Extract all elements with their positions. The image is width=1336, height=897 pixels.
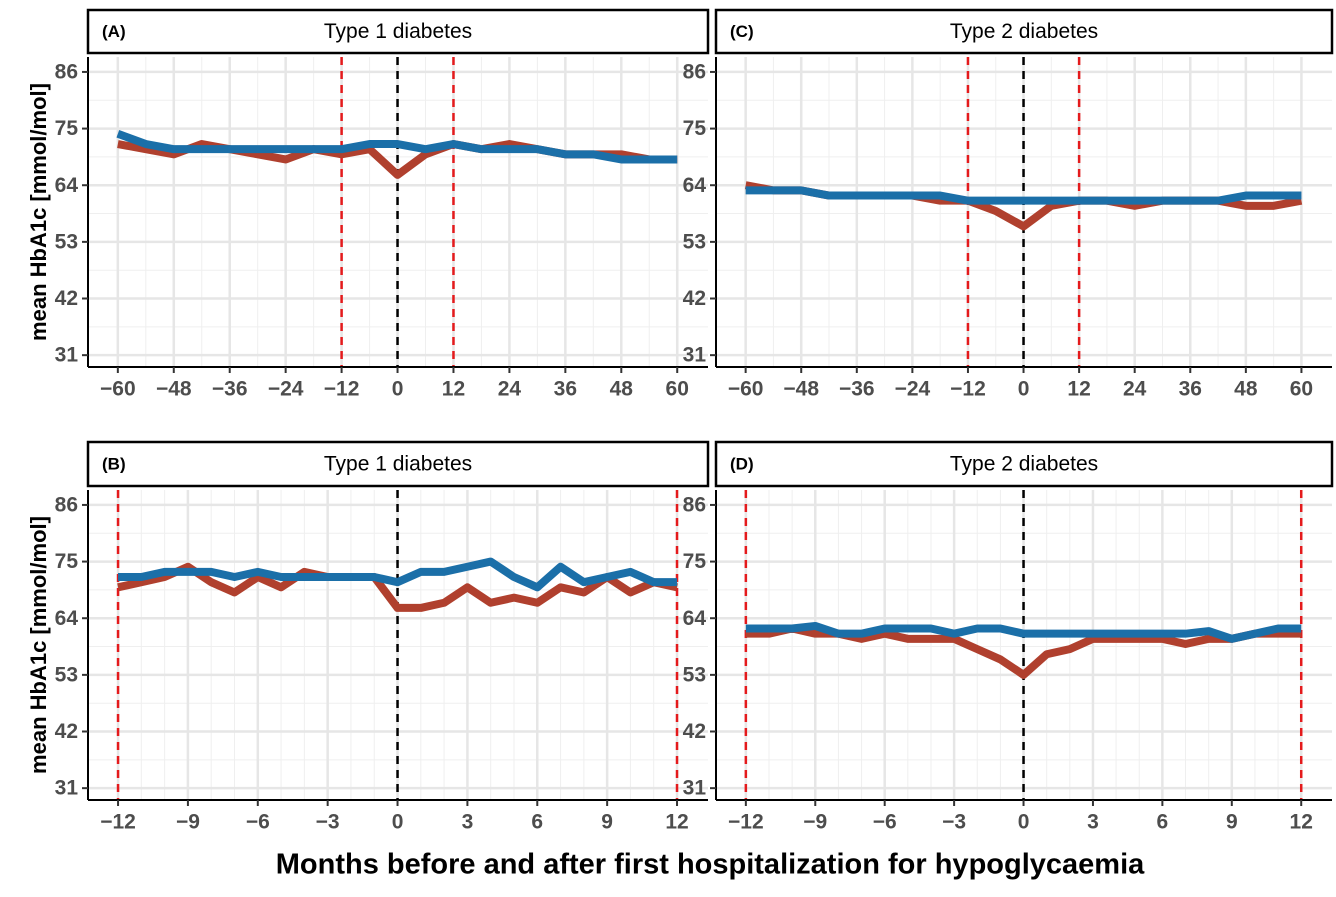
panel-title: Type 2 diabetes <box>950 20 1098 43</box>
panel-strip <box>714 8 1334 55</box>
panel-strip <box>86 440 710 488</box>
y-tick-label: 42 <box>55 287 78 310</box>
x-tick-label: 12 <box>1067 378 1090 401</box>
y-tick-label: 86 <box>683 60 706 83</box>
y-tick-label: 64 <box>55 174 79 197</box>
x-tick-label: 12 <box>665 811 688 834</box>
x-tick-label: −60 <box>100 378 136 401</box>
y-tick-label: 75 <box>683 550 707 573</box>
x-tick-label: 48 <box>610 378 634 401</box>
series-line <box>116 129 678 164</box>
x-tick-label: 6 <box>1157 811 1169 834</box>
y-tick-label: 31 <box>55 344 79 367</box>
y-tick-label: 53 <box>55 230 78 253</box>
panel-strip <box>714 440 1334 488</box>
x-tick-label: 0 <box>392 378 404 401</box>
series-line <box>745 621 1302 643</box>
x-tick-label: 6 <box>531 811 543 834</box>
y-tick-label: 86 <box>683 493 706 516</box>
x-axis-label: Months before and after first hospitaliz… <box>276 849 1145 881</box>
y-tick-label: 53 <box>683 230 706 253</box>
x-tick-label: 36 <box>554 378 577 401</box>
y-tick-label: 64 <box>55 607 79 630</box>
x-tick-label: 0 <box>1018 378 1030 401</box>
panel-label: (C) <box>730 22 754 41</box>
x-tick-label: 24 <box>1123 378 1147 401</box>
x-tick-label: −9 <box>803 811 827 834</box>
panel-label: (B) <box>102 454 126 473</box>
series-line <box>117 562 678 612</box>
panel-label: (D) <box>730 454 754 473</box>
y-tick-label: 53 <box>55 663 78 686</box>
x-tick-label: −48 <box>783 378 819 401</box>
x-tick-label: 9 <box>1226 811 1238 834</box>
y-tick-label: 31 <box>683 344 707 367</box>
x-tick-label: −60 <box>728 378 764 401</box>
panel-title: Type 1 diabetes <box>324 20 472 43</box>
x-tick-label: 60 <box>666 378 689 401</box>
y-tick-label: 75 <box>55 550 79 573</box>
y-axis-label: mean HbA1c [mmol/mol] <box>26 516 51 774</box>
y-tick-label: 86 <box>55 60 78 83</box>
x-tick-label: −9 <box>176 811 200 834</box>
panel-title: Type 1 diabetes <box>324 453 472 476</box>
x-tick-label: −12 <box>324 378 360 401</box>
y-tick-label: 42 <box>55 720 78 743</box>
panel-label: (A) <box>102 22 126 41</box>
x-tick-label: 24 <box>498 378 522 401</box>
series-line <box>745 186 1302 205</box>
y-tick-label: 75 <box>55 117 79 140</box>
x-tick-label: 60 <box>1290 378 1313 401</box>
y-tick-label: 75 <box>683 117 707 140</box>
x-tick-label: −3 <box>316 811 340 834</box>
x-tick-label: 0 <box>1018 811 1030 834</box>
y-axis-label: mean HbA1c [mmol/mol] <box>26 83 51 341</box>
x-tick-label: −6 <box>873 811 897 834</box>
series-line <box>118 557 678 592</box>
x-tick-label: −36 <box>839 378 875 401</box>
x-tick-label: −12 <box>100 811 136 834</box>
y-tick-label: 42 <box>683 287 706 310</box>
x-tick-label: −24 <box>895 378 931 401</box>
y-tick-label: 42 <box>683 720 706 743</box>
x-tick-label: −12 <box>728 811 764 834</box>
y-tick-label: 31 <box>55 777 79 800</box>
y-tick-label: 64 <box>683 607 707 630</box>
x-tick-label: 3 <box>1087 811 1099 834</box>
x-tick-label: −12 <box>950 378 986 401</box>
x-tick-label: −6 <box>246 811 270 834</box>
x-tick-label: 0 <box>392 811 404 834</box>
y-tick-label: 31 <box>683 777 707 800</box>
x-tick-label: 12 <box>442 378 465 401</box>
y-tick-label: 86 <box>55 493 78 516</box>
x-tick-label: 9 <box>601 811 613 834</box>
y-tick-label: 64 <box>683 174 707 197</box>
x-tick-label: −48 <box>156 378 192 401</box>
x-tick-label: 36 <box>1179 378 1202 401</box>
x-tick-label: −3 <box>942 811 966 834</box>
x-tick-label: −24 <box>268 378 304 401</box>
panel-title: Type 2 diabetes <box>950 453 1098 476</box>
x-tick-label: −36 <box>212 378 248 401</box>
x-tick-label: 3 <box>462 811 474 834</box>
y-tick-label: 53 <box>683 663 706 686</box>
x-tick-label: 48 <box>1234 378 1258 401</box>
panel-strip <box>86 8 710 55</box>
x-tick-label: 12 <box>1290 811 1313 834</box>
